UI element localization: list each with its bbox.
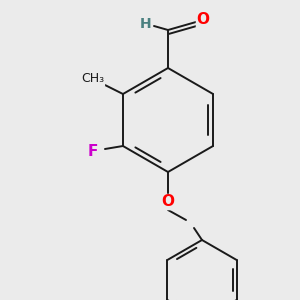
Text: O: O: [196, 13, 209, 28]
Text: O: O: [161, 194, 175, 209]
Text: F: F: [88, 143, 98, 158]
Text: H: H: [140, 17, 152, 31]
Text: CH₃: CH₃: [81, 73, 104, 85]
